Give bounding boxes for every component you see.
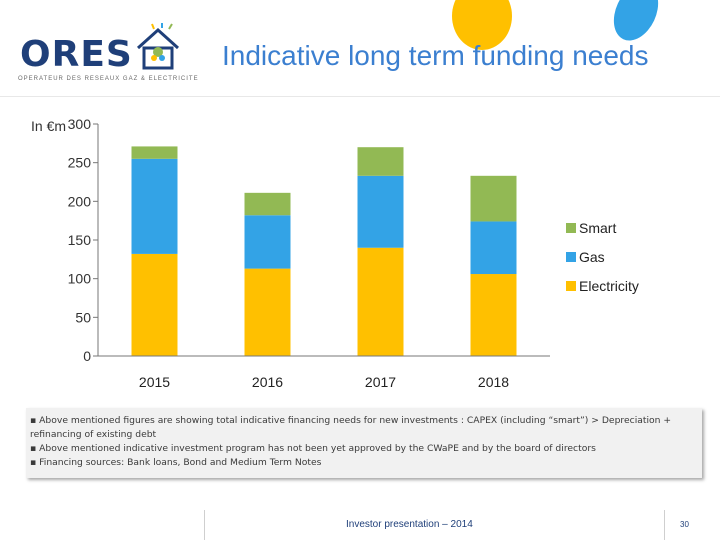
- page-number: 30: [680, 520, 689, 529]
- x-tick-label: 2018: [478, 374, 509, 390]
- legend-swatch: [566, 252, 576, 262]
- note-item: ▪ Above mentioned figures are showing to…: [30, 415, 672, 440]
- footer-text: Investor presentation – 2014: [346, 519, 473, 530]
- legend-label: Smart: [579, 220, 616, 236]
- bar-gas-2018: [470, 221, 517, 275]
- x-tick-label: 2017: [365, 374, 396, 390]
- y-tick-label: 100: [68, 271, 92, 287]
- logo-text: ORES: [20, 34, 133, 75]
- unit-label: In €m: [31, 118, 69, 134]
- decorative-shapes-icon: [452, 0, 659, 50]
- legend: Smart Gas Electricity: [566, 220, 639, 294]
- ores-logo: ORES OPERATEUR DES RESEAUX GAZ & ELECTRI…: [14, 14, 198, 94]
- funding-chart: 0 50 100 150 200 250 300 2015 2016 2017 2018 Smar…: [68, 116, 639, 390]
- bar-electricity-2017: [357, 247, 404, 356]
- note-item: ▪ Financing sources: Bank loans, Bond an…: [30, 457, 322, 468]
- header-divider: [0, 96, 720, 97]
- bar-gas-2016: [244, 215, 291, 269]
- y-tick-label: 150: [68, 232, 92, 248]
- x-axis: 2015 2016 2017 2018: [139, 374, 509, 390]
- legend-swatch: [566, 281, 576, 291]
- bar-smart-2015: [131, 146, 178, 159]
- bars-group: [131, 146, 517, 356]
- y-tick-label: 50: [75, 309, 91, 325]
- page-title: Indicative long term funding needs: [222, 40, 649, 71]
- bar-smart-2018: [470, 175, 517, 222]
- house-icon: [136, 23, 180, 70]
- x-tick-label: 2016: [252, 374, 283, 390]
- bar-electricity-2016: [244, 268, 291, 356]
- bar-electricity-2015: [131, 253, 178, 356]
- y-tick-label: 250: [68, 155, 92, 171]
- y-tick-label: 0: [83, 348, 91, 364]
- legend-swatch: [566, 223, 576, 233]
- logo-subtitle: OPERATEUR DES RESEAUX GAZ & ELECTRICITE: [18, 76, 199, 82]
- bar-smart-2017: [357, 147, 404, 176]
- bar-gas-2015: [131, 158, 178, 254]
- y-axis: 0 50 100 150 200 250 300: [68, 116, 98, 364]
- bar-smart-2016: [244, 192, 291, 216]
- bar-electricity-2018: [470, 274, 517, 356]
- bar-gas-2017: [357, 175, 404, 248]
- notes-box: ▪ Above mentioned figures are showing to…: [26, 408, 702, 478]
- legend-label: Electricity: [579, 278, 639, 294]
- y-tick-label: 300: [68, 116, 92, 132]
- y-tick-label: 200: [68, 193, 92, 209]
- footer-divider: [204, 510, 205, 540]
- footer-divider: [664, 510, 665, 540]
- x-tick-label: 2015: [139, 374, 170, 390]
- legend-label: Gas: [579, 249, 605, 265]
- note-item: ▪ Above mentioned indicative investment …: [30, 443, 596, 454]
